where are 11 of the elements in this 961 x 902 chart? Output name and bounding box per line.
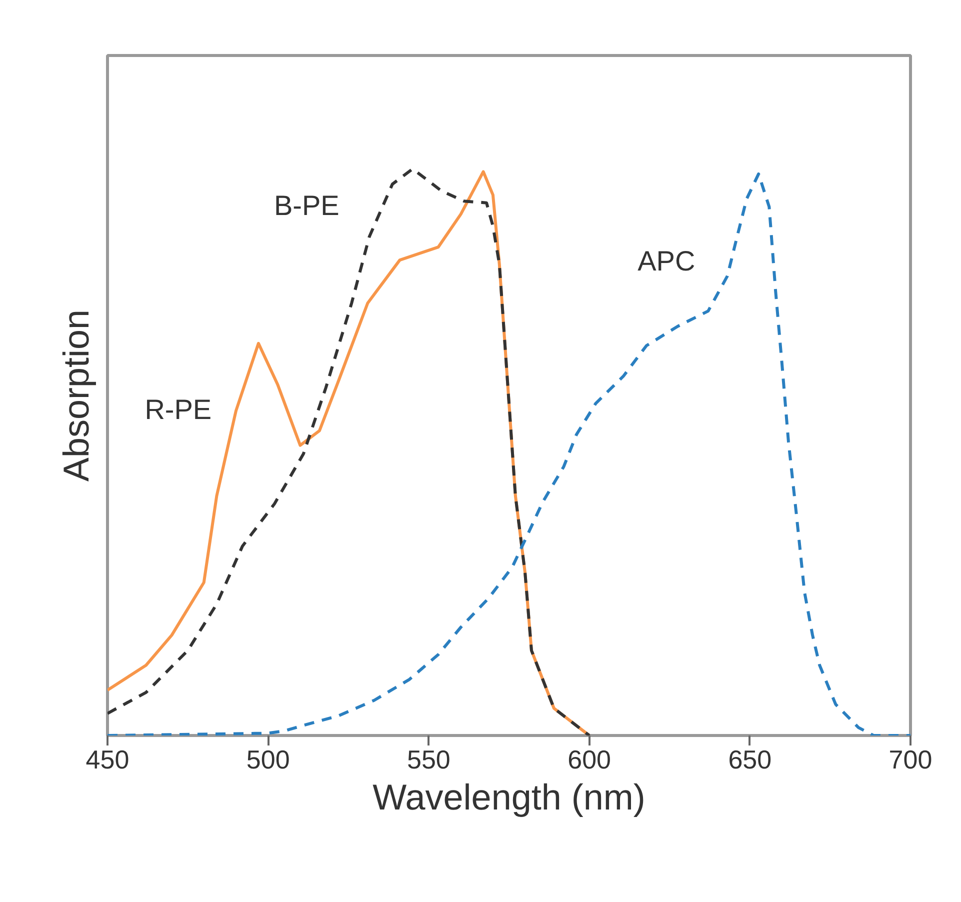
series-label: R-PE	[144, 394, 212, 426]
y-axis-title: Absorption	[56, 309, 96, 482]
x-tick-label: 550	[407, 744, 450, 774]
x-tick-label: 450	[86, 744, 130, 774]
series-label: APC	[638, 246, 696, 277]
x-tick-label: 700	[888, 744, 932, 774]
x-tick-label: 500	[246, 744, 290, 774]
x-tick-label: 600	[568, 744, 611, 774]
series-label: B-PE	[274, 190, 340, 222]
x-tick-label: 650	[728, 744, 772, 774]
x-axis-title: Wavelength (nm)	[372, 776, 646, 818]
